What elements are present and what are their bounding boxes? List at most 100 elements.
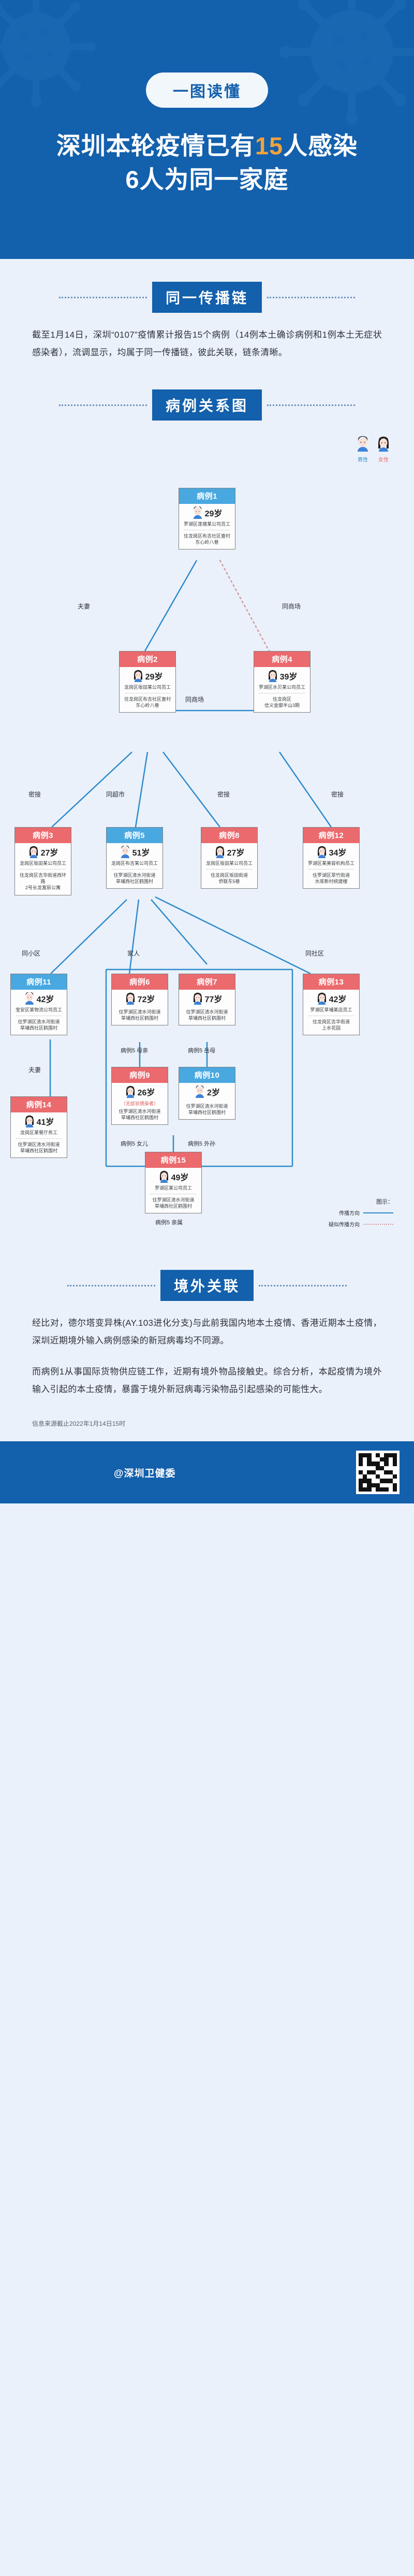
case-card-14-title: 病例14 bbox=[11, 1097, 67, 1112]
case-card-13-agerow: 42岁 bbox=[305, 992, 357, 1005]
relation-note-relative: 病例5 亲属 bbox=[155, 1220, 183, 1226]
case-card-1-title: 病例1 bbox=[179, 488, 235, 504]
edge-label-couple-1: 夫妻 bbox=[78, 603, 91, 610]
case-card-1-age: 29岁 bbox=[204, 510, 223, 518]
edge-label-same-community-small: 同小区 bbox=[22, 950, 41, 957]
case-card-12-divider bbox=[308, 869, 354, 870]
section-case-relation: 病例关系图 bbox=[0, 367, 414, 426]
edge-c2-c5 bbox=[135, 751, 149, 828]
case-card-3-address: 住龙岗区吉华街道西环路 2号长龙富辰公寓 bbox=[19, 873, 66, 891]
female-avatar-icon bbox=[126, 1086, 135, 1098]
case-card-5[interactable]: 病例5 51岁 龙岗区布吉某公司员工 住罗湖区清水河街道 草埔西社区鹤围村 bbox=[106, 827, 163, 889]
edge-label-close-3: 密接 bbox=[331, 791, 344, 798]
case-card-10-address: 住罗湖区清水河街道 草埔西社区鹤围村 bbox=[186, 1104, 228, 1116]
qr-code[interactable] bbox=[356, 1451, 400, 1494]
case-card-11-title: 病例11 bbox=[11, 974, 67, 990]
female-avatar-icon bbox=[378, 437, 389, 452]
relation-note-mother: 病例5 母亲 bbox=[121, 1048, 149, 1054]
case-card-8-agerow: 27岁 bbox=[203, 846, 255, 858]
case-card-1[interactable]: 病例1 29岁 罗湖区莲塘某公司员工 住龙岗区布吉社区壹村 东心岭八巷 bbox=[179, 488, 235, 550]
edge-c5-c13 bbox=[155, 896, 311, 975]
case-card-5-divider bbox=[112, 869, 157, 870]
case-card-13[interactable]: 病例13 42岁 罗湖区草埔某店员工 住龙岗区吉华街道 上水花园 bbox=[303, 974, 360, 1036]
virus-decoration-left bbox=[0, 0, 114, 132]
banner-dash-left bbox=[58, 296, 147, 298]
case-card-8[interactable]: 病例8 27岁 龙岗区坂田某公司员工 住龙岗区坂田街道 侨联东5巷 bbox=[201, 827, 258, 889]
female-avatar-icon bbox=[317, 992, 326, 1005]
edge-c4-c12 bbox=[278, 751, 332, 828]
case-card-8-divider bbox=[206, 869, 252, 870]
case-card-11[interactable]: 病例11 42岁 宝安区某物流公司员工 住罗湖区清水河街道 草埔西社区鹤围村 bbox=[10, 974, 67, 1036]
case-card-14[interactable]: 病例14 41岁 龙岗区某餐厅务工 住罗湖区清水河街道 草埔西社区鹤围村 bbox=[10, 1096, 67, 1159]
case-card-14-age: 41岁 bbox=[36, 1118, 54, 1127]
section-banner-case-map: 病例关系图 bbox=[152, 389, 262, 421]
case-card-8-age: 27岁 bbox=[227, 849, 245, 858]
case-card-10-age: 2岁 bbox=[207, 1089, 220, 1097]
gender-key-male: 男性 bbox=[356, 436, 369, 463]
overseas-paragraph-2: 而病例1从事国际货物供应链工作，近期有境外物品接触史。综合分析，本起疫情为境外输… bbox=[32, 1367, 382, 1394]
case-card-12-occupation: 罗湖区某美容机构员工 bbox=[307, 861, 354, 866]
same-chain-paragraph: 截至1月14日，深圳“0107”疫情累计报告15个病例（14例本土确诊病例和1例… bbox=[32, 330, 382, 357]
case-card-2-agerow: 29岁 bbox=[122, 670, 173, 682]
edge-c1-c4 bbox=[219, 559, 270, 652]
edge-label-mall-2: 同商场 bbox=[185, 696, 204, 703]
male-avatar-icon bbox=[196, 1086, 204, 1098]
case-card-6-agerow: 72岁 bbox=[114, 992, 166, 1005]
case-card-15-title: 病例15 bbox=[145, 1152, 201, 1168]
case-card-2-title: 病例2 bbox=[120, 652, 175, 667]
female-avatar-icon bbox=[134, 670, 142, 682]
female-avatar-icon bbox=[159, 1170, 168, 1183]
case-card-10[interactable]: 病例10 2岁 住罗湖区清水河街道 草埔西社区鹤围村 bbox=[179, 1067, 235, 1120]
case-card-12-age: 34岁 bbox=[329, 849, 347, 858]
case-card-7-title: 病例7 bbox=[179, 974, 235, 990]
banner-dash-left-3 bbox=[67, 1284, 155, 1286]
title-highlight-number: 15 bbox=[255, 132, 284, 160]
legend-item-transmission: 传播方向 bbox=[316, 1209, 393, 1217]
case-card-3-agerow: 27岁 bbox=[17, 846, 69, 858]
legend-label-suspected: 疑似传播方向 bbox=[329, 1222, 360, 1228]
source-note: 信息来源截止2022年1月14日15时 bbox=[32, 1420, 126, 1427]
case-card-9-title: 病例9 bbox=[112, 1067, 168, 1083]
edge-c1-c2 bbox=[144, 560, 198, 652]
case-card-15[interactable]: 病例15 49岁 罗湖区某公司员工 住罗湖区清水河街道 草埔西社区鹤围村 bbox=[145, 1152, 202, 1214]
case-card-9-asymptomatic-tag: （无症状感染者） bbox=[121, 1101, 158, 1106]
case-card-7[interactable]: 病例7 77岁 住罗湖区清水河街道 草埔西社区鹤围村 bbox=[179, 974, 235, 1026]
case-card-15-occupation: 罗湖区某公司员工 bbox=[154, 1185, 192, 1191]
case-card-13-address: 住龙岗区吉华街道 上水花园 bbox=[312, 1019, 350, 1031]
case-card-3[interactable]: 病例3 27岁 龙岗区坂田某公司员工 住龙岗区吉华街道西环路 2号长龙富辰公寓 bbox=[14, 827, 71, 895]
female-avatar-icon bbox=[25, 1115, 34, 1127]
section-same-chain: 同一传播链 截至1月14日，深圳“0107”疫情累计报告15个病例（14例本土确… bbox=[0, 259, 414, 367]
case-card-2[interactable]: 病例2 29岁 龙岗区坂田某公司员工 住龙岗区布吉社区壹村 东心岭八巷 bbox=[119, 651, 176, 713]
female-avatar-icon bbox=[126, 992, 135, 1005]
legend-label-transmission: 传播方向 bbox=[339, 1211, 360, 1217]
overseas-paragraph-1: 经比对，德尔塔变异株(AY.103进化分支)与此前我国内地本土疫情、香港近期本土… bbox=[32, 1318, 382, 1345]
case-card-1-occupation: 罗湖区莲塘某公司员工 bbox=[183, 522, 230, 527]
case-card-6[interactable]: 病例6 72岁 住罗湖区清水河街道 草埔西社区鹤围村 bbox=[111, 974, 168, 1026]
section-banner-overseas: 境外关联 bbox=[160, 1270, 254, 1301]
case-card-2-address: 住龙岗区布吉社区壹村 东心岭八巷 bbox=[124, 697, 171, 708]
case-card-4-occupation: 罗湖区水贝某公司员工 bbox=[258, 685, 305, 690]
edge-label-mall-1: 同商场 bbox=[282, 603, 301, 610]
male-avatar-icon bbox=[25, 992, 34, 1005]
page-subtitle: 6人为同一家庭 bbox=[125, 166, 289, 193]
banner-dash-right bbox=[267, 296, 355, 298]
legend-wrapper: 图示： 传播方向 疑似传播方向 bbox=[0, 1197, 414, 1247]
female-avatar-icon bbox=[317, 846, 326, 858]
edge-label-close-1: 密接 bbox=[28, 791, 41, 798]
case-card-12[interactable]: 病例12 34岁 罗湖区某美容机构员工 住罗湖区翠竹街道 水库新村统建楼 bbox=[303, 827, 360, 889]
case-card-3-age: 27岁 bbox=[40, 849, 58, 858]
edge-label-close-2: 密接 bbox=[217, 791, 230, 798]
case-card-10-title: 病例10 bbox=[179, 1067, 235, 1083]
case-card-1-agerow: 29岁 bbox=[181, 506, 233, 519]
gender-key-male-label: 男性 bbox=[358, 457, 368, 463]
gender-key: 男性 女性 bbox=[356, 436, 390, 463]
case-card-12-address: 住罗湖区翠竹街道 水库新村统建楼 bbox=[312, 873, 350, 885]
legend-line-dotted-icon bbox=[363, 1223, 393, 1225]
relation-note-grandson: 病例5 外孙 bbox=[188, 1141, 216, 1147]
male-avatar-icon bbox=[358, 436, 368, 452]
case-card-4[interactable]: 病例4 39岁 罗湖区水贝某公司员工 住龙岗区 信义金御半山3期 bbox=[254, 651, 310, 713]
edge-label-family: 家人 bbox=[127, 950, 140, 957]
case-card-14-agerow: 41岁 bbox=[13, 1115, 65, 1127]
case-card-8-occupation: 龙岗区坂田某公司员工 bbox=[205, 861, 253, 866]
case-card-9[interactable]: 病例9 26岁 （无症状感染者） 住罗湖区清水河街道 草埔西社区鹤围村 bbox=[111, 1067, 168, 1125]
